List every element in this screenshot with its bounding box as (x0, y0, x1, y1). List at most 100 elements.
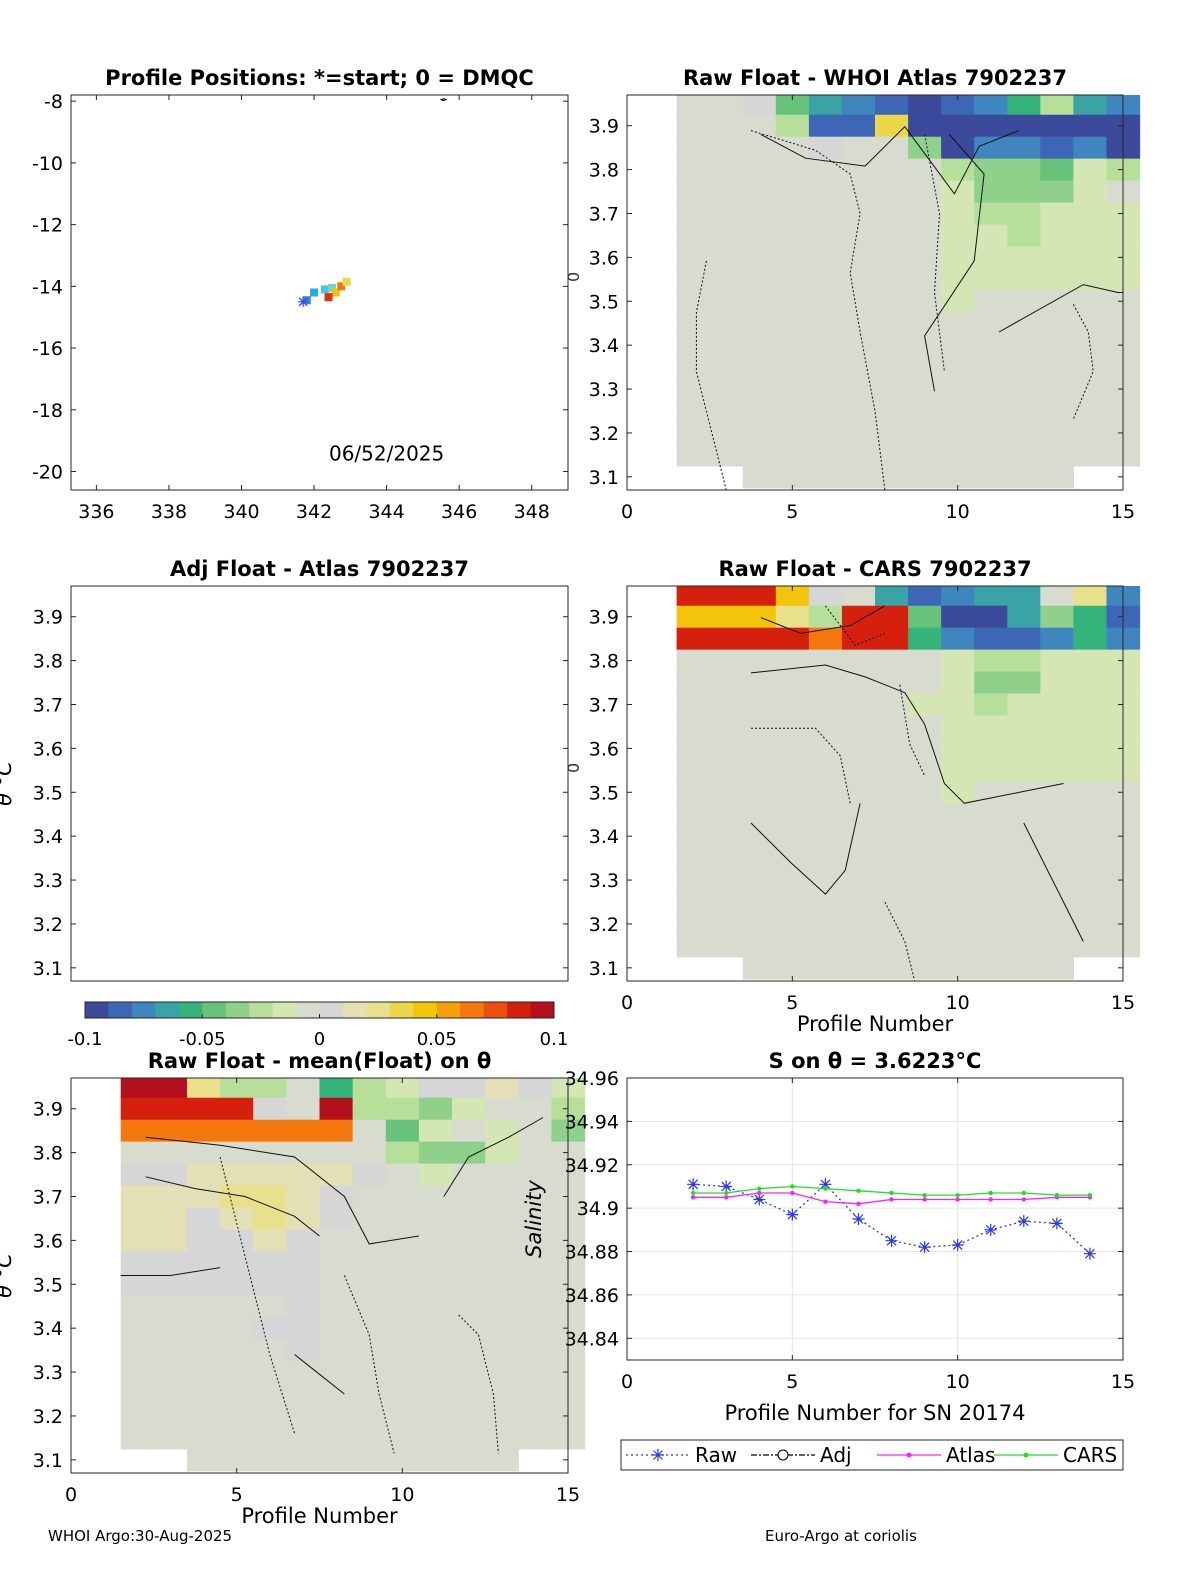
heatmap-cell (220, 1339, 254, 1362)
heatmap-cell (841, 934, 876, 958)
heatmap-cell (220, 1295, 254, 1318)
heatmap-cell (385, 1097, 420, 1121)
heatmap-cell (352, 1207, 387, 1231)
heatmap-cell (908, 869, 942, 892)
heatmap-cell (974, 715, 1008, 739)
heatmap-cell (1040, 180, 1074, 204)
heatmap-cell (775, 443, 810, 467)
heatmap-cell (153, 1141, 188, 1165)
heatmap-cell (808, 114, 843, 138)
heatmap-cell (676, 114, 711, 138)
legend-label: Atlas (946, 1443, 995, 1467)
panel-4-ylabel: θ °C (0, 1253, 16, 1298)
heatmap-cell (841, 956, 876, 980)
heatmap-cell (775, 180, 810, 204)
series-point-atlas (823, 1199, 828, 1204)
contour-line (343, 1275, 395, 1454)
heatmap-cell (485, 1163, 519, 1187)
heatmap-cell (841, 356, 876, 379)
heatmap-cell (518, 1361, 553, 1384)
heatmap-cell (974, 465, 1008, 489)
heatmap-cell (808, 759, 843, 782)
heatmap-cell (352, 1119, 387, 1143)
series-point-raw (753, 1193, 766, 1206)
heatmap-cell (875, 158, 909, 182)
heatmap-cell (352, 1163, 387, 1187)
heatmap-cell (319, 1251, 354, 1274)
heatmap-cell (676, 180, 711, 204)
heatmap-cell (941, 847, 975, 870)
heatmap-cell (808, 586, 843, 607)
footer-right: Euro-Argo at coriolis (765, 1527, 917, 1545)
colorbar-swatch (249, 1002, 274, 1018)
heatmap-cell (1073, 715, 1108, 739)
heatmap-cell (153, 1119, 188, 1143)
heatmap-cell (908, 825, 942, 848)
legend-marker (1023, 1452, 1029, 1458)
heatmap-cell (974, 912, 1008, 936)
heatmap-cell (120, 1207, 155, 1231)
heatmap-cell (1073, 400, 1108, 423)
panel-4-frame (70, 1077, 569, 1474)
heatmap-cell (808, 803, 843, 826)
heatmap-cell (841, 114, 876, 138)
heatmap-cell (286, 1185, 321, 1209)
heatmap-cell (908, 912, 942, 936)
heatmap-cell (120, 1141, 155, 1165)
heatmap-cell (875, 605, 909, 629)
heatmap-cell (319, 1383, 354, 1406)
heatmap-cell (775, 202, 810, 226)
heatmap-cell (709, 356, 744, 379)
heatmap-cell (1073, 290, 1108, 313)
heatmap-cell (286, 1229, 321, 1252)
heatmap-cell (775, 246, 810, 269)
heatmap-cell (974, 649, 1008, 673)
heatmap-cell (120, 1251, 155, 1274)
colorbar-tick-label: -0.1 (67, 1029, 102, 1050)
heatmap-cell (676, 400, 711, 423)
heatmap-cell (452, 1097, 486, 1121)
heatmap-cell (1007, 290, 1041, 313)
heatmap-cell (186, 1119, 221, 1143)
heatmap-cell (941, 378, 975, 401)
heatmap-cell (418, 1339, 453, 1362)
heatmap-cell (742, 803, 777, 826)
series-point-raw (852, 1213, 865, 1225)
heatmap-cell (775, 586, 810, 607)
heatmap-cell (808, 891, 843, 914)
panel-4-ytick-label: 3.8 (33, 1143, 63, 1165)
panel-3-xtick-label: 10 (946, 992, 970, 1014)
panel-4-ytick-label: 3.5 (33, 1274, 63, 1296)
heatmap-cell (941, 671, 975, 695)
heatmap-cell (1073, 825, 1108, 848)
heatmap-cell (974, 400, 1008, 423)
heatmap-cell (941, 312, 975, 335)
panel-1-ytick-label: 3.7 (589, 204, 619, 226)
heatmap-cell (385, 1361, 420, 1384)
heatmap-cell (808, 180, 843, 204)
panel-0-ytick-label: -14 (32, 276, 63, 298)
heatmap-cell (676, 312, 711, 335)
heatmap-cell (286, 1295, 321, 1318)
heatmap-cell (352, 1078, 387, 1099)
colorbar-swatch (436, 1002, 461, 1018)
heatmap-cell (153, 1317, 188, 1340)
heatmap-cell (1073, 136, 1108, 160)
heatmap-cell (186, 1383, 221, 1406)
series-point-raw (951, 1239, 964, 1252)
heatmap-cell (941, 443, 975, 467)
heatmap-cell (120, 1339, 155, 1362)
heatmap-cell (1007, 95, 1041, 116)
heatmap-cell (941, 136, 975, 160)
heatmap-cell (485, 1273, 519, 1296)
heatmap-cell (352, 1273, 387, 1296)
heatmap-cell (1040, 649, 1074, 673)
heatmap-cell (676, 290, 711, 313)
heatmap-cell (808, 825, 843, 848)
heatmap-cell (709, 627, 744, 651)
heatmap-cell (352, 1185, 387, 1209)
heatmap-cell (452, 1119, 486, 1143)
heatmap-cell (841, 847, 876, 870)
heatmap-cell (153, 1251, 188, 1274)
